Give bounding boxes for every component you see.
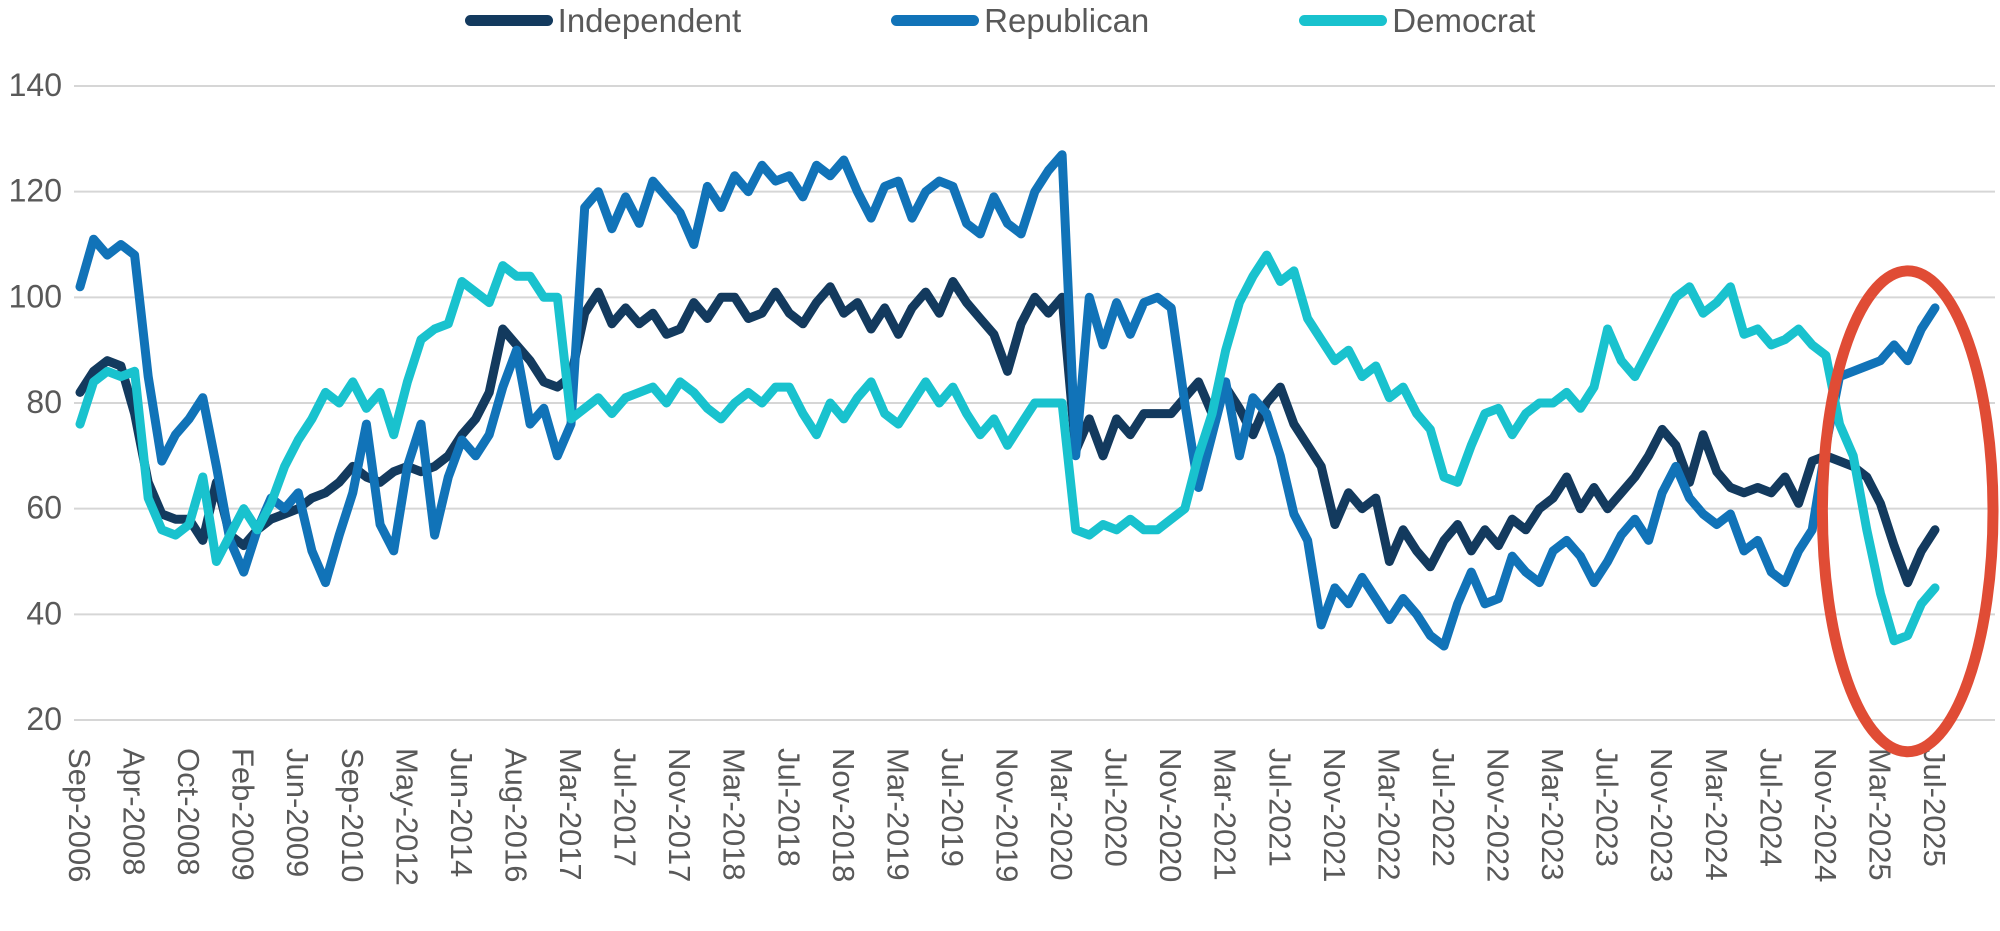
highlight-ellipse-annotation (1816, 265, 1999, 758)
y-tick-label-100: 100 (9, 278, 62, 314)
legend-item-independent: Independent (464, 2, 742, 39)
x-tick-label-Mar-2025: Mar-2025 (1862, 748, 1897, 881)
x-tick-label-Mar-2022: Mar-2022 (1371, 748, 1406, 881)
chart-legend: Independent Republican Democrat (0, 4, 2000, 37)
legend-label-republican: Republican (984, 2, 1150, 39)
x-tick-label-Jul-2024: Jul-2024 (1753, 748, 1788, 867)
x-tick-label-Jul-2017: Jul-2017 (608, 748, 643, 867)
series-line-republican (75, 150, 1940, 651)
republican-line-swatch (891, 15, 980, 26)
x-tick-label-Jun-2009: Jun-2009 (280, 748, 315, 877)
x-tick-label-Nov-2020: Nov-2020 (1153, 748, 1188, 882)
y-axis-tick-labels: 20 40 60 80 100 120 140 (9, 67, 62, 737)
y-tick-label-60: 60 (26, 490, 62, 526)
y-tick-label-20: 20 (26, 701, 62, 737)
x-tick-label-May-2012: May-2012 (389, 748, 424, 886)
x-tick-label-Mar-2019: Mar-2019 (880, 748, 915, 881)
x-tick-label-Jul-2020: Jul-2020 (1099, 748, 1134, 867)
y-tick-label-120: 120 (9, 173, 62, 209)
y-tick-label-80: 80 (26, 384, 62, 420)
legend-label-independent: Independent (557, 2, 742, 39)
x-tick-label-Jul-2023: Jul-2023 (1590, 748, 1625, 867)
x-tick-label-Mar-2017: Mar-2017 (553, 748, 588, 881)
x-tick-label-Nov-2018: Nov-2018 (826, 748, 861, 882)
series-line-independent (75, 277, 1940, 588)
x-tick-label-Jul-2021: Jul-2021 (1262, 748, 1297, 867)
independent-line-swatch (464, 15, 553, 26)
x-tick-label-Jul-2019: Jul-2019 (935, 748, 970, 867)
x-tick-label-Nov-2023: Nov-2023 (1644, 748, 1679, 882)
x-tick-label-Oct-2008: Oct-2008 (171, 748, 206, 876)
x-tick-label-Nov-2021: Nov-2021 (1317, 748, 1352, 882)
series-line-democrat (75, 250, 1940, 646)
x-tick-label-Jul-2018: Jul-2018 (771, 748, 806, 867)
x-tick-label-Nov-2017: Nov-2017 (662, 748, 697, 882)
y-tick-label-140: 140 (9, 67, 62, 103)
x-tick-label-Mar-2024: Mar-2024 (1699, 748, 1734, 881)
x-tick-label-Mar-2018: Mar-2018 (717, 748, 752, 881)
x-tick-label-Nov-2024: Nov-2024 (1808, 748, 1843, 882)
legend-item-republican: Republican (891, 4, 1149, 37)
x-tick-label-Mar-2021: Mar-2021 (1208, 748, 1243, 881)
x-tick-label-Sep-2010: Sep-2010 (335, 748, 370, 882)
legend-label-democrat: Democrat (1392, 2, 1536, 39)
x-tick-label-Aug-2016: Aug-2016 (499, 748, 534, 882)
x-tick-label-Jun-2014: Jun-2014 (444, 748, 479, 877)
x-tick-label-Apr-2008: Apr-2008 (117, 748, 152, 876)
x-tick-label-Mar-2020: Mar-2020 (1044, 748, 1079, 881)
legend-item-democrat: Democrat (1299, 4, 1535, 37)
x-axis-tick-labels: Sep-2006 Apr-2008 Oct-2008 Feb-2009 Jun-2009… (62, 748, 1952, 886)
x-tick-label-Feb-2009: Feb-2009 (226, 748, 261, 881)
democrat-line-swatch (1299, 15, 1388, 26)
x-tick-label-Jul-2025: Jul-2025 (1917, 748, 1952, 867)
x-tick-label-Mar-2023: Mar-2023 (1535, 748, 1570, 881)
x-tick-label-Nov-2019: Nov-2019 (990, 748, 1025, 882)
x-tick-label-Jul-2022: Jul-2022 (1426, 748, 1461, 867)
y-tick-label-40: 40 (26, 595, 62, 631)
x-tick-label-Sep-2006: Sep-2006 (62, 748, 97, 882)
x-tick-label-Nov-2022: Nov-2022 (1481, 748, 1516, 882)
